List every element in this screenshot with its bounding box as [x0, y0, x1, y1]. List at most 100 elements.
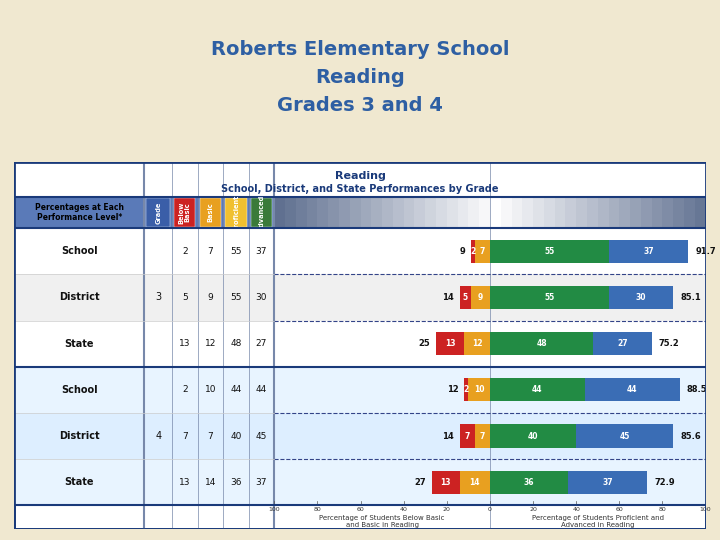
Bar	[14, 209, 706, 211]
Bar	[14, 198, 706, 199]
Text: 12: 12	[447, 386, 459, 394]
Bar	[608, 197, 621, 228]
Bar	[14, 215, 706, 217]
Bar	[436, 197, 448, 228]
Text: 40: 40	[400, 507, 408, 512]
Text: 5: 5	[462, 293, 468, 302]
Text: 55: 55	[544, 293, 554, 302]
Text: 7: 7	[182, 431, 188, 441]
Text: 75.2: 75.2	[659, 339, 680, 348]
Text: 80: 80	[659, 507, 666, 512]
Text: State: State	[65, 339, 94, 349]
Text: 44: 44	[627, 386, 637, 394]
Text: 48: 48	[536, 339, 547, 348]
Bar	[14, 202, 706, 203]
Bar	[460, 424, 475, 448]
Bar	[14, 202, 706, 204]
Bar	[587, 197, 599, 228]
Text: 9: 9	[207, 293, 213, 302]
Bar	[251, 198, 272, 227]
Bar	[339, 197, 351, 228]
Text: 9: 9	[477, 293, 483, 302]
Bar	[199, 198, 221, 227]
Text: Reading: Reading	[335, 171, 385, 181]
Text: 85.6: 85.6	[680, 431, 701, 441]
Text: 40: 40	[230, 431, 242, 441]
Bar	[652, 197, 664, 228]
Text: 44: 44	[256, 386, 267, 394]
Text: 72.9: 72.9	[654, 478, 675, 487]
Text: 27: 27	[415, 478, 426, 487]
Text: Advanced: Advanced	[258, 194, 264, 231]
Bar	[554, 197, 567, 228]
Text: 30: 30	[256, 293, 267, 302]
Bar	[593, 332, 652, 355]
Text: Grade: Grade	[156, 201, 161, 224]
Bar	[533, 197, 545, 228]
Bar	[460, 286, 471, 309]
Bar	[585, 378, 680, 401]
Bar	[436, 332, 464, 355]
Bar	[500, 197, 513, 228]
Text: 14: 14	[443, 431, 454, 441]
Bar	[673, 197, 685, 228]
Bar	[14, 217, 706, 219]
Bar	[14, 219, 706, 221]
Text: State: State	[65, 477, 94, 487]
Bar	[14, 214, 706, 215]
Bar	[464, 332, 490, 355]
Text: Roberts Elementary School
Reading
Grades 3 and 4: Roberts Elementary School Reading Grades…	[211, 40, 509, 115]
Text: District: District	[59, 292, 99, 302]
Bar	[14, 220, 706, 222]
Text: 60: 60	[356, 507, 364, 512]
Bar	[490, 332, 593, 355]
Text: 5: 5	[182, 293, 188, 302]
Text: 37: 37	[643, 247, 654, 256]
Bar	[630, 197, 642, 228]
Text: 14: 14	[469, 478, 480, 487]
Bar	[460, 471, 490, 494]
Bar	[350, 197, 362, 228]
Text: 40: 40	[572, 507, 580, 512]
Text: 14: 14	[443, 293, 454, 302]
Bar	[695, 197, 707, 228]
Text: 2: 2	[470, 247, 475, 256]
Bar	[14, 227, 706, 228]
Bar	[14, 210, 706, 212]
Text: 12: 12	[204, 339, 216, 348]
Text: 25: 25	[419, 339, 431, 348]
Bar	[14, 212, 706, 213]
Bar	[432, 471, 460, 494]
Bar	[372, 197, 384, 228]
Bar	[544, 197, 556, 228]
Bar	[598, 197, 610, 228]
Bar	[393, 197, 405, 228]
Bar	[490, 240, 608, 263]
Text: 37: 37	[256, 478, 267, 487]
Bar	[608, 286, 673, 309]
Bar	[14, 321, 706, 367]
Bar	[426, 197, 438, 228]
Bar	[565, 197, 577, 228]
Text: Percentages at Each
Performance Level*: Percentages at Each Performance Level*	[35, 203, 124, 222]
Text: 13: 13	[179, 339, 191, 348]
Bar	[14, 221, 706, 223]
Bar	[475, 240, 490, 263]
Bar	[490, 471, 567, 494]
Bar	[318, 197, 330, 228]
Bar	[328, 197, 341, 228]
Bar	[14, 222, 706, 224]
Bar	[14, 218, 706, 220]
Text: District: District	[59, 431, 99, 441]
Bar	[490, 286, 608, 309]
Bar	[14, 459, 706, 505]
Text: 2: 2	[464, 386, 469, 394]
Text: 13: 13	[445, 339, 455, 348]
Text: School: School	[61, 385, 98, 395]
Text: 55: 55	[230, 247, 242, 256]
Bar	[14, 217, 706, 218]
Bar	[475, 424, 490, 448]
Text: 0: 0	[488, 507, 492, 512]
Text: 2: 2	[182, 247, 188, 256]
Bar	[490, 424, 576, 448]
